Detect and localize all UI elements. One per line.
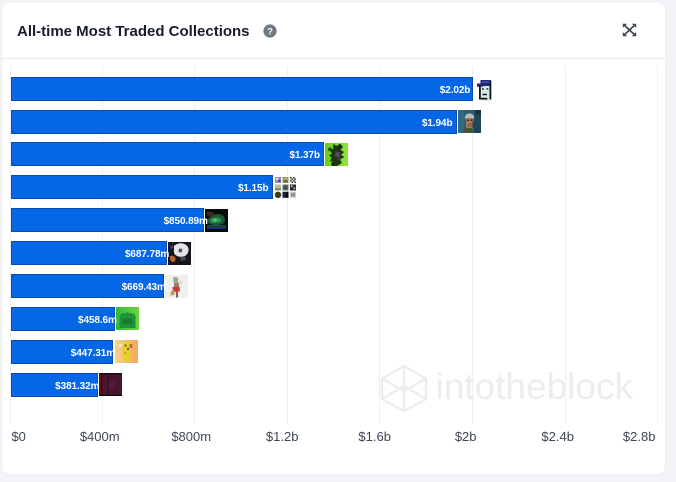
svg-text:?: ? [267, 26, 273, 37]
